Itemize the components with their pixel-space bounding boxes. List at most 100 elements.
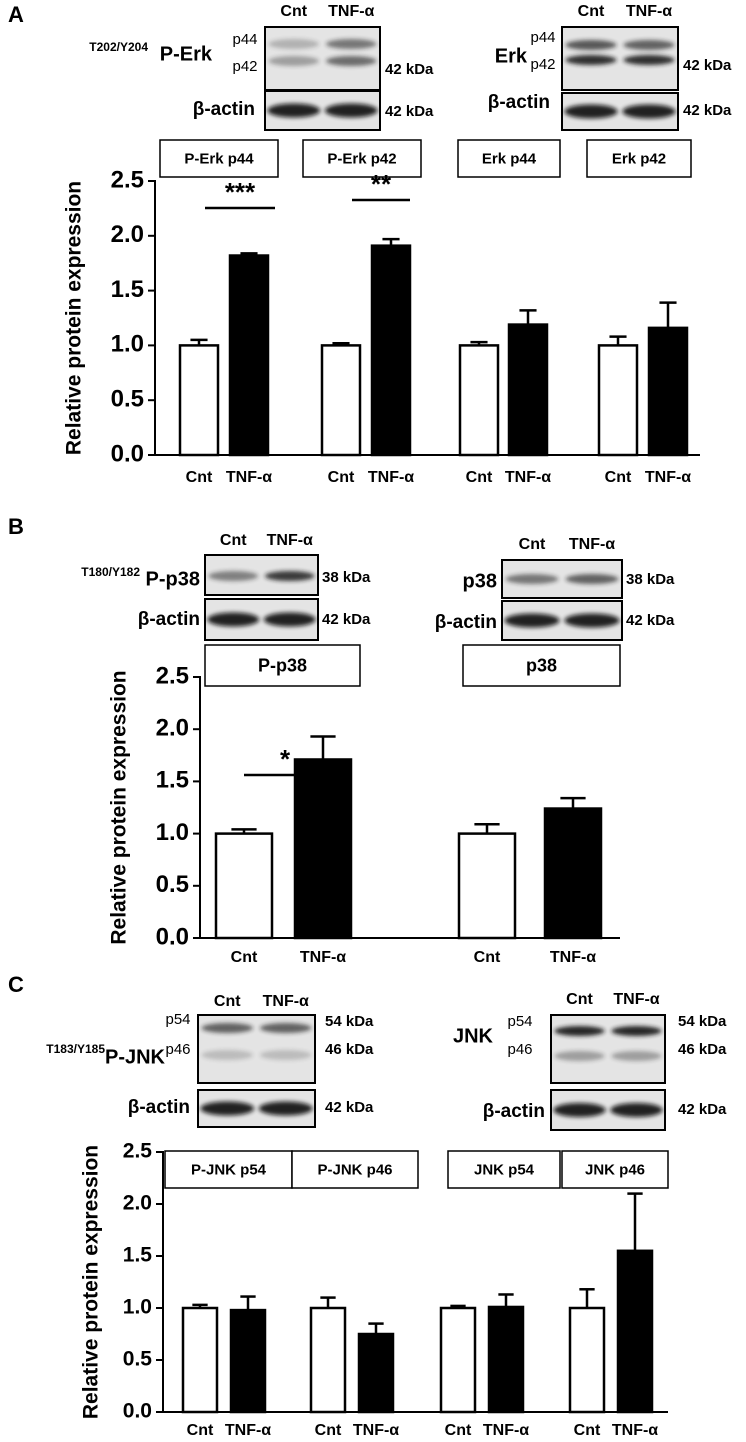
x-tick-label: TNF-α xyxy=(505,469,551,486)
band-label: p46 xyxy=(165,1041,190,1058)
significance-mark: ** xyxy=(371,169,392,199)
y-tick-label: 0.0 xyxy=(123,1400,152,1423)
y-axis-label: Relative protein expression xyxy=(80,1145,103,1419)
blot-band xyxy=(260,1050,312,1060)
blot-band xyxy=(325,39,377,49)
group-box xyxy=(159,139,279,178)
bar xyxy=(309,1306,347,1414)
size-label: 42 kDa xyxy=(385,61,434,78)
control-label: β-actin xyxy=(128,1097,190,1118)
control-band xyxy=(622,104,676,119)
bar xyxy=(568,1306,606,1414)
blot-band xyxy=(268,39,320,49)
group-box xyxy=(457,139,561,178)
group-box xyxy=(204,644,361,687)
control-band xyxy=(267,103,321,118)
y-axis-label: Relative protein expression xyxy=(108,670,131,944)
x-tick-label: Cnt xyxy=(328,469,355,486)
lane-label: Cnt xyxy=(566,991,593,1008)
blot-band xyxy=(505,574,559,584)
blot-band xyxy=(623,55,675,65)
blot-band xyxy=(565,40,617,50)
blot-label: P-Erk xyxy=(160,43,213,65)
blot-band xyxy=(611,1051,662,1061)
y-tick-label: 2.5 xyxy=(156,662,189,689)
control-size-label: 42 kDa xyxy=(678,1101,727,1118)
bar xyxy=(320,344,362,457)
y-tick-label: 2.0 xyxy=(123,1192,152,1215)
blot-label: P-p38 xyxy=(146,568,200,590)
significance-mark: * xyxy=(280,744,291,774)
panel-letter: B xyxy=(8,514,24,539)
x-tick-label: Cnt xyxy=(231,949,258,966)
lane-label: TNF-α xyxy=(263,993,309,1010)
bar xyxy=(229,1308,267,1414)
group-label: P-JNK p46 xyxy=(317,1161,392,1178)
bar xyxy=(439,1306,477,1414)
bar xyxy=(457,832,517,940)
blot-band xyxy=(208,571,259,581)
y-tick-label: 1.5 xyxy=(156,767,189,794)
y-tick-label: 2.5 xyxy=(111,166,144,193)
blot-label: JNK xyxy=(453,1025,494,1047)
group-label: JNK p54 xyxy=(474,1161,535,1178)
bar xyxy=(357,1332,395,1414)
x-tick-label: Cnt xyxy=(187,1422,214,1439)
x-tick-label: Cnt xyxy=(466,469,493,486)
blot-band xyxy=(611,1026,662,1036)
size-label: 54 kDa xyxy=(678,1013,727,1030)
x-tick-label: Cnt xyxy=(186,469,213,486)
group-box xyxy=(586,139,692,178)
blot-label: p38 xyxy=(463,570,497,592)
control-label: β-actin xyxy=(435,612,497,633)
y-tick-label: 1.0 xyxy=(156,819,189,846)
size-label: 38 kDa xyxy=(626,571,675,588)
x-tick-label: Cnt xyxy=(445,1422,472,1439)
lane-label: Cnt xyxy=(280,3,307,20)
y-tick-label: 0.0 xyxy=(156,923,189,950)
group-label: Erk p42 xyxy=(612,150,666,167)
control-band xyxy=(324,103,378,118)
group-box xyxy=(291,1150,419,1189)
bar xyxy=(597,344,639,457)
band-label: p44 xyxy=(232,31,257,48)
y-tick-label: 0.5 xyxy=(123,1348,153,1371)
significance-mark: *** xyxy=(225,177,256,207)
blot-band xyxy=(260,1023,312,1033)
x-tick-label: TNF-α xyxy=(368,469,414,486)
control-band xyxy=(564,104,618,119)
lane-label: Cnt xyxy=(214,993,241,1010)
x-tick-label: TNF-α xyxy=(225,1422,271,1439)
lane-label: Cnt xyxy=(519,536,546,553)
lane-label: Cnt xyxy=(578,3,605,20)
y-tick-label: 2.0 xyxy=(111,221,144,248)
phospho-site: T183/Y185 xyxy=(46,1042,105,1056)
y-tick-label: 2.5 xyxy=(123,1140,153,1163)
control-band xyxy=(258,1101,313,1116)
group-label: P-p38 xyxy=(258,655,307,675)
bar xyxy=(370,244,412,457)
blot-label: Erk xyxy=(495,45,528,67)
band-label: p44 xyxy=(530,29,555,46)
control-blot xyxy=(501,600,623,641)
control-label: β-actin xyxy=(488,92,550,113)
size-label: 46 kDa xyxy=(678,1041,727,1058)
group-label: P-Erk p42 xyxy=(327,150,396,167)
bar xyxy=(647,326,689,457)
control-band xyxy=(200,1101,255,1116)
y-tick-label: 0.0 xyxy=(111,440,144,467)
lane-label: TNF-α xyxy=(328,3,374,20)
control-band xyxy=(564,613,620,628)
y-tick-label: 0.5 xyxy=(111,386,144,413)
group-label: P-Erk p44 xyxy=(184,150,254,167)
y-axis-label: Relative protein expression xyxy=(63,181,86,455)
y-tick-label: 1.0 xyxy=(111,331,144,358)
x-tick-label: TNF-α xyxy=(353,1422,399,1439)
x-tick-label: Cnt xyxy=(605,469,632,486)
y-tick-label: 2.0 xyxy=(156,715,189,742)
y-tick-label: 1.5 xyxy=(123,1244,153,1267)
lane-label: Cnt xyxy=(220,532,247,549)
bar xyxy=(507,323,549,457)
band-label: p54 xyxy=(507,1013,532,1030)
